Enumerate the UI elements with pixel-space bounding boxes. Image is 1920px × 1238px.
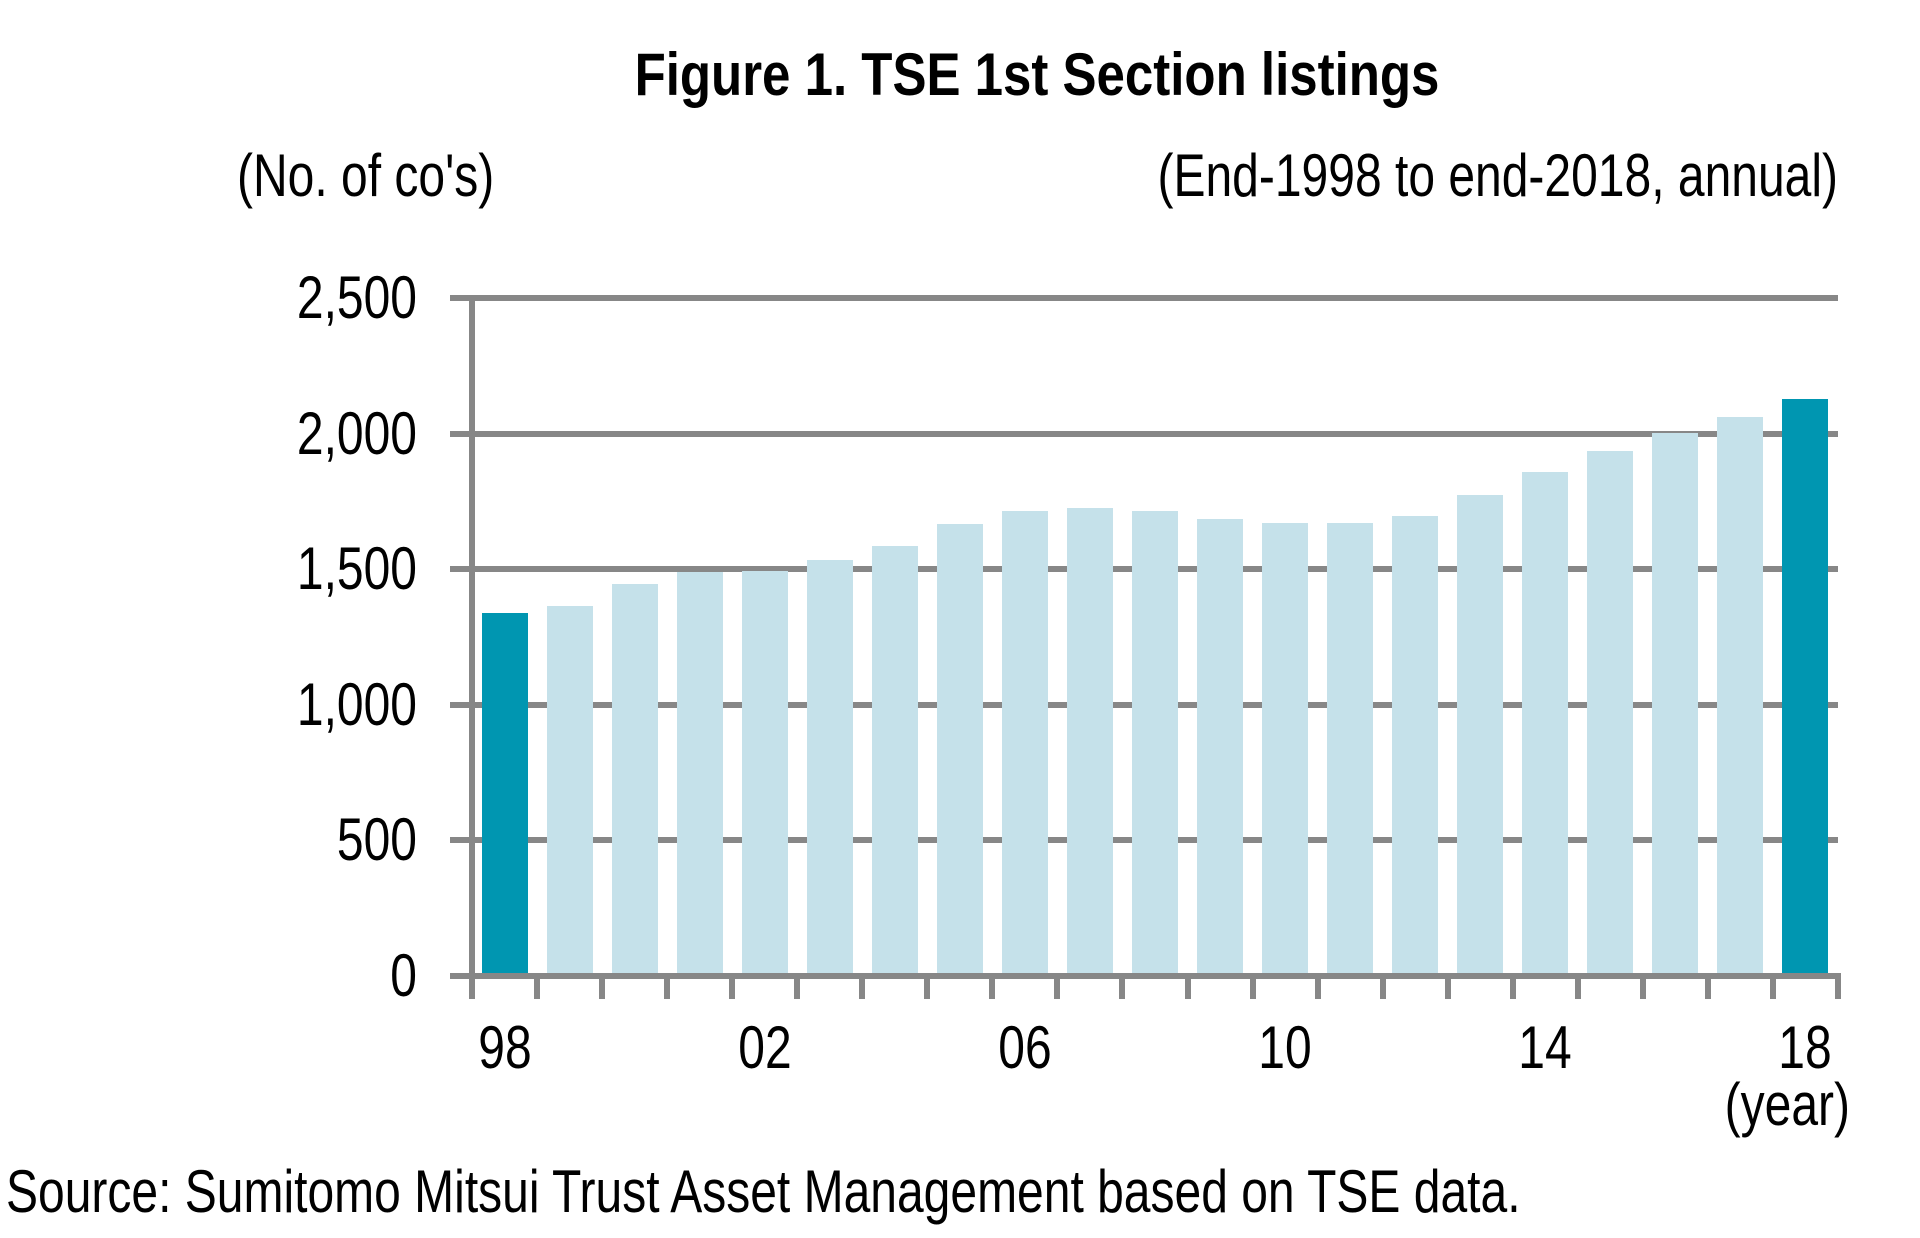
bar-2002	[741, 570, 788, 976]
x-axis-tick	[599, 979, 606, 999]
bar-2017	[1717, 416, 1764, 976]
bar-1999	[546, 606, 593, 976]
x-axis-tick-label: 98	[477, 1014, 532, 1081]
bar-2018	[1782, 398, 1829, 976]
x-axis-tick	[729, 979, 736, 999]
x-axis-tick	[794, 979, 801, 999]
bar-2013	[1457, 494, 1504, 976]
bar-2012	[1392, 516, 1439, 976]
y-axis-tick	[450, 430, 472, 437]
gridline-2000	[472, 430, 1838, 437]
x-axis-tick-label: 18	[1778, 1014, 1833, 1081]
x-axis-tick	[859, 979, 866, 999]
bar-2015	[1587, 451, 1634, 976]
x-axis-tick	[1509, 979, 1516, 999]
x-axis-tick-label: 02	[738, 1014, 792, 1081]
bar-2005	[936, 523, 983, 976]
y-axis-tick-label: 500	[336, 806, 417, 874]
x-axis-tick	[989, 979, 996, 999]
bar-2003	[806, 560, 853, 976]
y-axis-tick	[450, 701, 472, 708]
x-axis-tick	[469, 979, 475, 999]
bar-2009	[1197, 519, 1244, 976]
bar-2001	[676, 571, 723, 976]
figure-title: Figure 1. TSE 1st Section listings	[634, 41, 1440, 108]
source-note: Source: Sumitomo Mitsui Trust Asset Mana…	[6, 1158, 1521, 1225]
y-axis-tick	[450, 295, 472, 301]
x-axis-tick	[1184, 979, 1191, 999]
bar-2007	[1066, 507, 1113, 976]
x-axis-tick	[1835, 979, 1841, 999]
y-axis-tick	[450, 837, 472, 844]
y-axis-tick-label: 2,500	[296, 264, 417, 331]
bar-2016	[1652, 433, 1699, 976]
gridline-2500	[472, 295, 1838, 301]
bar-2011	[1327, 522, 1374, 976]
bar-2008	[1132, 510, 1178, 976]
bar-2006	[1001, 510, 1048, 976]
period-label: (End-1998 to end-2018, annual)	[1157, 142, 1838, 209]
y-axis-tick-label: 2,000	[296, 399, 417, 467]
x-axis-tick	[1379, 979, 1386, 999]
x-axis-unit-label: (year)	[1724, 1071, 1850, 1138]
x-axis-tick	[1574, 979, 1581, 999]
bar-1998	[481, 612, 528, 976]
x-axis-tick	[1249, 979, 1256, 999]
y-axis-tick	[450, 566, 472, 573]
x-axis-tick	[1054, 979, 1061, 999]
x-axis-tick	[1639, 979, 1646, 999]
x-axis-line	[469, 973, 1841, 979]
y-axis-tick-label: 0	[390, 942, 417, 1009]
y-axis-tick-label: 1,000	[296, 670, 417, 738]
bar-2010	[1262, 523, 1309, 976]
x-axis-tick	[534, 979, 541, 999]
x-axis-tick	[1314, 979, 1321, 999]
x-axis-tick	[1444, 979, 1451, 999]
y-axis-tick-label: 1,500	[296, 535, 417, 603]
y-axis-line	[469, 295, 475, 979]
x-axis-tick	[1119, 979, 1126, 999]
bar-2000	[611, 583, 658, 976]
x-axis-tick	[924, 979, 931, 999]
bar-2004	[871, 546, 918, 976]
x-axis-tick	[664, 979, 671, 999]
x-axis-tick	[1704, 979, 1711, 999]
bar-2014	[1522, 472, 1569, 976]
plot-area	[450, 295, 1841, 999]
x-axis-tick-label: 14	[1518, 1014, 1572, 1081]
x-axis-tick	[1769, 979, 1776, 999]
x-axis-tick-label: 10	[1258, 1014, 1312, 1081]
x-axis-tick-label: 06	[998, 1014, 1052, 1081]
y-axis-tick	[450, 973, 472, 979]
y-axis-unit-label: (No. of co's)	[237, 142, 495, 209]
